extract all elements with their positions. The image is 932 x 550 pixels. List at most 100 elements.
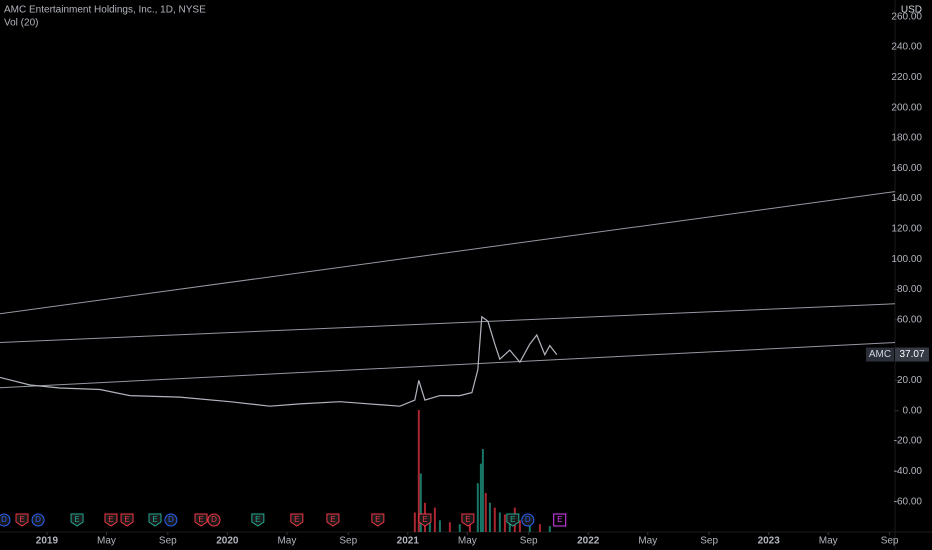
y-tick-label: -60.00 (894, 496, 923, 507)
event-label: E (422, 515, 427, 524)
y-tick-label: 80.00 (897, 284, 922, 295)
event-label: E (152, 515, 157, 524)
volume-bar (428, 517, 431, 532)
trend-line (0, 342, 896, 389)
volume-bar (481, 449, 484, 532)
volume-bar (448, 522, 451, 532)
event-label: E (330, 515, 335, 524)
event-label: E (255, 515, 260, 524)
event-label: D (1, 515, 7, 524)
x-tick-label: May (638, 536, 657, 547)
volume-bar (503, 514, 506, 532)
event-label: D (35, 515, 41, 524)
y-tick-label: 160.00 (891, 163, 922, 174)
y-tick-label: 260.00 (891, 11, 922, 22)
event-marker (70, 513, 84, 527)
y-tick-label: 20.00 (897, 375, 922, 386)
symbol-label: AMC (869, 349, 891, 360)
event-label: D (211, 515, 217, 524)
event-label: E (74, 515, 79, 524)
y-tick-label: 140.00 (891, 193, 922, 204)
event-marker (521, 513, 535, 527)
volume-bar (493, 507, 496, 532)
x-tick-label: 2022 (577, 536, 600, 547)
volume-bar (484, 492, 487, 532)
volume-bar (518, 520, 521, 532)
x-tick-label: Sep (159, 536, 177, 547)
price-label-bg (895, 347, 929, 362)
currency-label: USD (901, 5, 922, 16)
y-tick-label: -40.00 (894, 466, 923, 477)
trend-line (0, 303, 896, 344)
volume-bar (528, 522, 531, 532)
event-marker (461, 513, 475, 527)
event-label: E (465, 515, 470, 524)
volume-bar (419, 473, 422, 532)
event-marker (148, 513, 162, 527)
event-marker (506, 513, 520, 527)
event-marker (290, 513, 304, 527)
chart-title: AMC Entertainment Holdings, Inc., 1D, NY… (4, 5, 206, 16)
event-marker (164, 513, 178, 527)
event-label: E (557, 515, 562, 524)
y-tick-label: 200.00 (891, 102, 922, 113)
volume-bar (479, 463, 482, 532)
y-tick-label: 100.00 (891, 254, 922, 265)
event-label: D (525, 515, 531, 524)
event-label: E (294, 515, 299, 524)
event-label: E (375, 515, 380, 524)
x-tick-label: Sep (339, 536, 357, 547)
volume-bar (413, 512, 416, 532)
y-tick-label: 180.00 (891, 133, 922, 144)
event-marker (251, 513, 265, 527)
event-label: D (168, 515, 174, 524)
y-tick-label: 120.00 (891, 224, 922, 235)
volume-bar (433, 507, 436, 532)
event-label: E (510, 515, 515, 524)
event-marker (194, 513, 208, 527)
price-line (0, 315, 558, 407)
x-tick-label: May (458, 536, 477, 547)
x-tick-label: May (97, 536, 116, 547)
event-marker (120, 513, 134, 527)
price-label-bg (866, 347, 894, 362)
volume-bar (476, 483, 479, 532)
event-label: E (124, 515, 129, 524)
event-marker (31, 513, 45, 527)
event-marker (553, 513, 567, 527)
x-tick-label: 2019 (36, 536, 59, 547)
volume-bar (438, 520, 441, 532)
volume-title: Vol (20) (4, 18, 38, 29)
x-tick-label: Sep (881, 536, 899, 547)
event-marker (0, 513, 11, 527)
event-label: E (19, 515, 24, 524)
volume-bar (498, 512, 501, 532)
event-marker (371, 513, 385, 527)
volume-bar (538, 524, 541, 532)
event-marker (104, 513, 118, 527)
x-tick-label: Sep (700, 536, 718, 547)
x-tick-label: 2021 (397, 536, 420, 547)
volume-bar (417, 410, 420, 532)
event-marker (15, 513, 29, 527)
volume-bar (548, 526, 551, 532)
volume-bar (458, 524, 461, 532)
trend-line (0, 191, 896, 315)
y-tick-label: 240.00 (891, 42, 922, 53)
x-tick-label: 2023 (758, 536, 781, 547)
volume-bar (508, 517, 511, 532)
last-price-label: 37.07 (899, 349, 924, 360)
volume-bar (488, 502, 491, 532)
event-label: E (198, 515, 203, 524)
x-tick-label: May (819, 536, 838, 547)
y-tick-label: 0.00 (903, 405, 923, 416)
event-marker (207, 513, 221, 527)
event-marker (326, 513, 340, 527)
y-tick-label: 220.00 (891, 72, 922, 83)
y-tick-label: 60.00 (897, 314, 922, 325)
x-tick-label: 2020 (216, 536, 239, 547)
x-tick-label: Sep (520, 536, 538, 547)
event-label: E (108, 515, 113, 524)
x-tick-label: May (277, 536, 296, 547)
